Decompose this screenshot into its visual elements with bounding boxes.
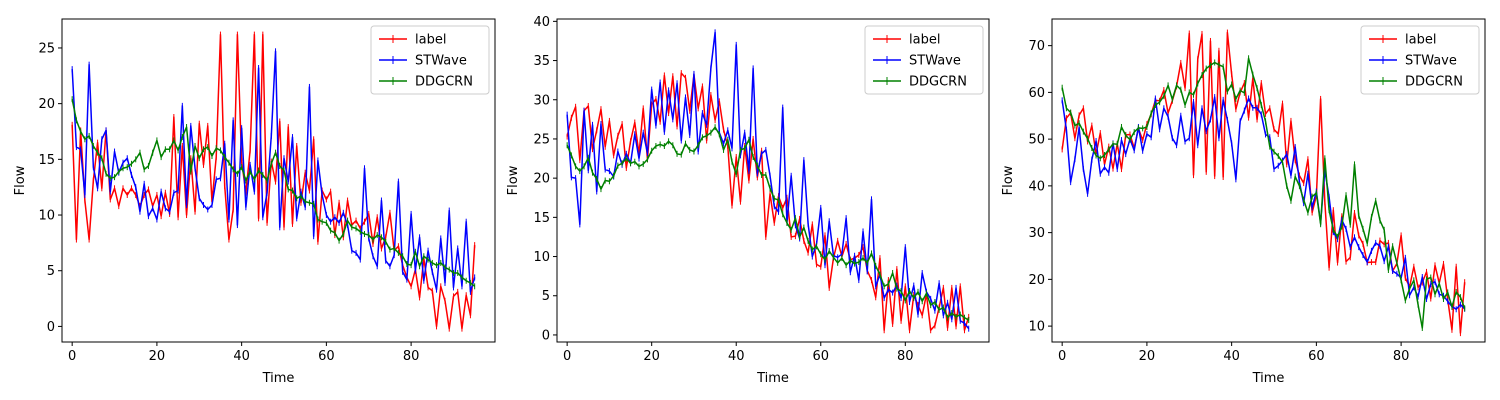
series-markers-ddgcrn [1061,55,1466,331]
series-line-ddgcrn [1061,57,1466,329]
legend-label-ddgcrn: DDGCRN [415,75,473,90]
x-tick-label: 20 [643,349,660,364]
y-axis-label: Flow [13,165,28,195]
legend-label-label: label [1405,33,1436,48]
x-tick-label: 60 [812,349,829,364]
legend-label-stwave: STWave [1405,54,1457,69]
x-tick-label: 20 [1139,349,1156,364]
axes-frame [556,18,990,343]
y-tick-label: 0 [542,328,550,343]
legend-label-stwave: STWave [909,54,961,69]
y-axis-label: Flow [506,165,521,195]
y-axis-label: Flow [1001,165,1016,195]
y-tick-label: 10 [533,250,550,265]
series-markers-stwave [71,48,476,295]
x-tick-label: 40 [1223,349,1240,364]
legend: label STWave DDGCRN [1360,25,1480,95]
series-line-stwave [71,50,476,293]
chart-panel-2: 0 20 40 60 80 0 5 10 15 20 25 30 35 40 Time Flow label ST… [506,15,990,386]
y-tick-label: 10 [38,209,55,224]
x-tick-label: 80 [403,349,420,364]
series-markers-ddgcrn [566,124,970,324]
legend-box [864,25,984,95]
y-tick-label: 70 [1028,39,1045,54]
x-tick-label: 80 [897,349,914,364]
axes-frame [61,18,496,343]
series-markers-label [71,31,476,332]
legend-box [1360,25,1480,95]
y-tick-label: 5 [542,289,550,304]
x-axis-label: Time [262,371,295,386]
legend-label-stwave: STWave [415,54,467,69]
legend-label-ddgcrn: DDGCRN [1405,75,1463,90]
x-tick-label: 80 [1393,349,1410,364]
y-tick-label: 40 [533,15,550,30]
series-line-ddgcrn [566,126,970,321]
series-line-stwave [566,31,970,330]
y-tick-label: 60 [1028,86,1045,101]
y-tick-label: 20 [1028,273,1045,288]
x-tick-label: 0 [563,349,571,364]
legend: label STWave DDGCRN [370,25,490,95]
axes-frame [1051,18,1486,343]
y-tick-label: 0 [47,320,55,335]
y-tick-label: 30 [533,93,550,108]
series-line-ddgcrn [71,99,476,287]
y-tick-label: 25 [533,132,550,147]
y-tick-label: 25 [38,41,55,56]
legend-box [370,25,490,95]
legend-label-label: label [909,33,940,48]
legend: label STWave DDGCRN [864,25,984,95]
chart-panel-3: 0 20 40 60 80 10 20 30 40 50 60 70 Time Flow label STWa… [1001,18,1486,386]
y-tick-label: 50 [1028,133,1045,148]
x-tick-label: 0 [1058,349,1066,364]
x-tick-label: 40 [233,349,250,364]
y-tick-label: 15 [533,211,550,226]
y-tick-label: 20 [38,97,55,112]
series-markers-ddgcrn [71,96,476,290]
x-tick-label: 20 [149,349,166,364]
x-tick-label: 60 [1308,349,1325,364]
x-axis-label: Time [1252,371,1285,386]
y-tick-label: 5 [47,264,55,279]
y-tick-label: 30 [1028,226,1045,241]
x-tick-label: 0 [68,349,76,364]
x-tick-label: 40 [728,349,745,364]
legend-label-label: label [415,33,446,48]
y-tick-label: 35 [533,54,550,69]
y-tick-label: 20 [533,172,550,187]
y-tick-label: 10 [1028,320,1045,335]
series-line-label [1061,31,1466,334]
series-line-label [566,72,970,331]
x-axis-label: Time [756,371,789,386]
y-tick-label: 15 [38,153,55,168]
chart-panel-1: 0 20 40 60 80 0 5 10 15 20 25 Time Flow label STWave DD… [13,18,496,386]
x-tick-label: 60 [318,349,335,364]
y-tick-label: 40 [1028,179,1045,194]
legend-label-ddgcrn: DDGCRN [909,75,967,90]
series-line-stwave [1061,96,1466,311]
